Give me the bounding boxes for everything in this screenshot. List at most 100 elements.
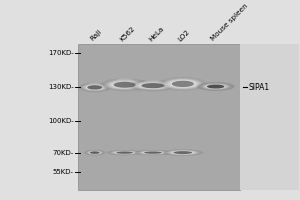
Ellipse shape <box>94 152 96 153</box>
Ellipse shape <box>181 83 184 84</box>
Ellipse shape <box>198 82 233 91</box>
Ellipse shape <box>108 80 141 89</box>
Ellipse shape <box>88 151 102 154</box>
Ellipse shape <box>161 78 205 90</box>
Ellipse shape <box>87 85 102 90</box>
Ellipse shape <box>132 81 174 90</box>
Ellipse shape <box>179 83 187 85</box>
Ellipse shape <box>112 81 138 88</box>
Ellipse shape <box>120 83 130 86</box>
Ellipse shape <box>132 81 174 90</box>
Ellipse shape <box>147 152 158 153</box>
Ellipse shape <box>81 83 108 91</box>
Ellipse shape <box>213 86 219 87</box>
Ellipse shape <box>198 82 234 91</box>
Ellipse shape <box>130 81 176 91</box>
Ellipse shape <box>123 84 126 85</box>
Ellipse shape <box>117 152 132 154</box>
Ellipse shape <box>148 85 158 87</box>
Ellipse shape <box>160 77 206 90</box>
Ellipse shape <box>114 82 136 88</box>
Ellipse shape <box>94 152 96 153</box>
Ellipse shape <box>146 84 160 87</box>
Ellipse shape <box>103 79 146 90</box>
Ellipse shape <box>114 151 135 154</box>
Ellipse shape <box>168 150 197 155</box>
Ellipse shape <box>120 152 130 153</box>
Ellipse shape <box>162 78 203 90</box>
Ellipse shape <box>81 83 109 91</box>
Ellipse shape <box>85 85 104 90</box>
Ellipse shape <box>170 80 196 88</box>
Ellipse shape <box>141 83 165 88</box>
Ellipse shape <box>208 85 224 88</box>
Text: Mouse spleen: Mouse spleen <box>210 3 249 42</box>
Ellipse shape <box>214 86 217 87</box>
Ellipse shape <box>137 150 169 155</box>
Ellipse shape <box>164 78 202 89</box>
Ellipse shape <box>207 85 224 88</box>
Ellipse shape <box>141 151 165 154</box>
Ellipse shape <box>199 83 232 90</box>
Ellipse shape <box>182 152 184 153</box>
Ellipse shape <box>89 86 100 89</box>
Ellipse shape <box>167 150 199 155</box>
Ellipse shape <box>109 150 140 155</box>
Ellipse shape <box>211 85 221 88</box>
Ellipse shape <box>91 152 98 154</box>
Ellipse shape <box>105 79 144 90</box>
Ellipse shape <box>165 79 201 89</box>
Ellipse shape <box>210 85 221 88</box>
Ellipse shape <box>141 151 165 154</box>
Ellipse shape <box>162 78 204 90</box>
Ellipse shape <box>87 85 102 90</box>
Ellipse shape <box>121 152 128 153</box>
Ellipse shape <box>80 83 109 92</box>
Ellipse shape <box>119 152 130 153</box>
Ellipse shape <box>141 83 165 88</box>
Ellipse shape <box>202 84 229 90</box>
Text: SIPA1: SIPA1 <box>248 83 270 92</box>
Ellipse shape <box>87 151 102 155</box>
Ellipse shape <box>137 82 169 89</box>
Ellipse shape <box>166 79 200 89</box>
Ellipse shape <box>111 151 138 155</box>
Ellipse shape <box>175 82 190 86</box>
Ellipse shape <box>100 78 149 91</box>
Ellipse shape <box>90 86 99 89</box>
Ellipse shape <box>135 150 171 155</box>
Ellipse shape <box>174 81 191 86</box>
Ellipse shape <box>180 83 185 85</box>
Ellipse shape <box>140 151 166 154</box>
Ellipse shape <box>88 151 101 154</box>
Ellipse shape <box>210 85 222 88</box>
Ellipse shape <box>174 151 191 154</box>
Ellipse shape <box>139 83 167 89</box>
Ellipse shape <box>164 150 202 156</box>
Ellipse shape <box>142 151 164 154</box>
Ellipse shape <box>116 151 133 154</box>
Ellipse shape <box>215 86 216 87</box>
Ellipse shape <box>80 83 109 92</box>
Ellipse shape <box>88 85 101 89</box>
Ellipse shape <box>115 151 134 154</box>
Ellipse shape <box>113 82 136 88</box>
Ellipse shape <box>90 151 100 154</box>
Ellipse shape <box>163 78 203 90</box>
Ellipse shape <box>215 86 217 87</box>
Ellipse shape <box>122 152 128 153</box>
Ellipse shape <box>79 83 110 92</box>
Ellipse shape <box>170 80 196 88</box>
Ellipse shape <box>176 82 190 86</box>
Ellipse shape <box>118 83 132 87</box>
Ellipse shape <box>159 77 207 91</box>
Ellipse shape <box>162 78 204 90</box>
Ellipse shape <box>80 83 110 92</box>
Ellipse shape <box>85 85 104 90</box>
Ellipse shape <box>142 83 164 88</box>
Ellipse shape <box>204 84 227 89</box>
Ellipse shape <box>108 80 141 89</box>
Ellipse shape <box>205 84 226 89</box>
Ellipse shape <box>140 83 166 89</box>
Ellipse shape <box>91 152 98 154</box>
